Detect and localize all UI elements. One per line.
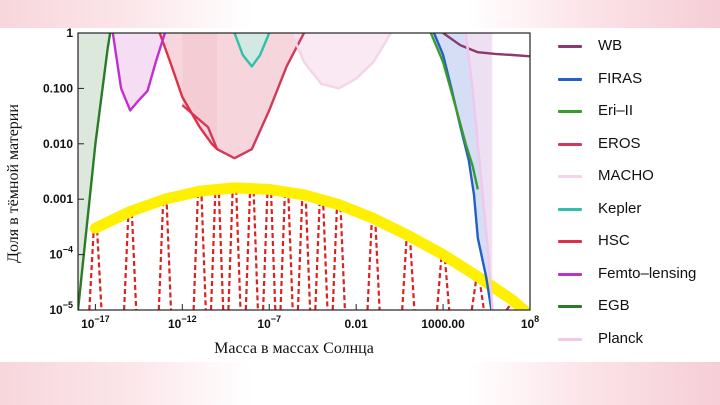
legend-swatch-eri-ii — [558, 110, 582, 113]
y-tick-label-3: 0.010 — [43, 137, 73, 151]
legend-item-wb: WB — [556, 36, 720, 56]
legend-swatch-femto-lensing — [558, 272, 582, 276]
constraint-line-wb — [442, 33, 530, 58]
legend-label-firas: FIRAS — [598, 69, 643, 87]
legend-label-macho: MACHO — [598, 167, 654, 184]
x-tick-label-1: 10−12 — [168, 314, 197, 331]
legend-label-planck: Planck — [598, 329, 644, 347]
y-axis-label: Доля в тёмной материи — [5, 104, 22, 263]
legend-item-egb: EGB — [556, 296, 720, 316]
constraint-region-egb — [78, 33, 111, 310]
legend-swatch-eros — [558, 142, 582, 146]
legend-swatch-macho — [558, 175, 582, 178]
mass-spike-11 — [331, 207, 346, 310]
legend-label-eri-ii: Eri–II — [598, 102, 634, 119]
constraint-line-egb — [78, 33, 112, 310]
axes-frame — [77, 32, 531, 311]
background-top-band — [0, 0, 720, 28]
constraint-region-macho — [291, 33, 391, 89]
constraint-line-femto-lensing — [111, 33, 167, 112]
legend-swatch-firas — [558, 77, 582, 81]
constraint-region-planck — [465, 33, 493, 310]
mass-spike-7 — [262, 192, 277, 310]
constraint-line-eros — [181, 33, 306, 160]
legend-label-femto-lensing: Femto–lensing — [598, 264, 697, 282]
legend-label-kepler: Kepler — [598, 199, 642, 217]
constraint-region-femto-lensing — [112, 33, 165, 111]
x-tick-label-5: 108 — [521, 314, 539, 331]
background-bottom-band — [0, 362, 720, 405]
legend-item-firas: FIRAS — [556, 69, 720, 89]
constraint-line-hsc — [158, 33, 218, 151]
constraint-region-kepler — [234, 33, 270, 67]
mass-spike-3 — [192, 193, 207, 310]
constraint-line-kepler — [233, 33, 271, 68]
mass-spike-14 — [435, 257, 451, 310]
y-tick-label-4: 0.100 — [43, 81, 73, 95]
mass-spike-6 — [244, 191, 259, 310]
mass-spike-12 — [366, 221, 381, 310]
constraint-line-eri-ii — [429, 33, 479, 190]
legend-item-eri-ii: Eri–II — [556, 101, 720, 121]
y-tick-label-5: 1 — [66, 28, 73, 40]
legend-item-kepler: Kepler — [556, 199, 720, 219]
mass-spike-4 — [209, 192, 225, 310]
x-tick-label-4: 1000.00 — [421, 317, 465, 331]
legend-item-planck: Planck — [556, 329, 720, 349]
x-tick-label-3: 0.01 — [344, 317, 368, 331]
constraint-line-firas — [432, 33, 493, 310]
y-tick-label-2: 0.001 — [43, 192, 73, 206]
legend-swatch-planck — [558, 337, 582, 341]
chart-panel: 10−17 10−12 10−7 0.01 1000.00 108 10−5 10−4 0.00… — [0, 28, 720, 362]
legend-swatch-wb — [558, 45, 582, 48]
legend-item-macho: MACHO — [556, 166, 720, 186]
mass-spike-5 — [227, 190, 242, 310]
legend-item-eros: EROS — [556, 134, 720, 154]
mass-spike-1 — [123, 214, 138, 310]
mass-spike-0 — [88, 231, 103, 310]
x-tick-label-0: 10−17 — [81, 314, 110, 331]
x-axis-label: Масса в массах Солнца — [214, 340, 374, 357]
mass-spike-10 — [314, 202, 329, 310]
mass-spike-15 — [470, 279, 485, 310]
chart-svg: 10−17 10−12 10−7 0.01 1000.00 108 10−5 10−4 0.00… — [5, 28, 539, 357]
mass-spike-9 — [296, 197, 312, 310]
x-tick-label-2: 10−7 — [257, 314, 281, 331]
constraint-line-planck — [464, 33, 494, 310]
legend-label-egb: EGB — [598, 297, 630, 314]
mass-spike-8 — [279, 194, 294, 310]
mass-spike-13 — [401, 238, 416, 310]
envelope-curve — [89, 182, 530, 310]
mass-spike-2 — [157, 202, 173, 310]
legend-label-wb: WB — [598, 37, 623, 54]
plot-area — [78, 33, 530, 310]
legend-item-hsc: HSC — [556, 231, 720, 251]
legend-swatch-kepler — [558, 207, 582, 211]
legend-label-eros: EROS — [598, 134, 641, 152]
constraint-region-hsc — [159, 33, 218, 150]
y-tick-label-1: 10−4 — [49, 245, 73, 262]
y-tick-label-0: 10−5 — [49, 300, 73, 317]
legend-label-hsc: HSC — [598, 232, 630, 249]
constraint-line-macho — [290, 33, 392, 90]
legend-swatch-hsc — [558, 240, 582, 243]
legend-swatch-egb — [558, 305, 582, 308]
legend-item-femto-lensing: Femto–lensing — [556, 264, 720, 284]
